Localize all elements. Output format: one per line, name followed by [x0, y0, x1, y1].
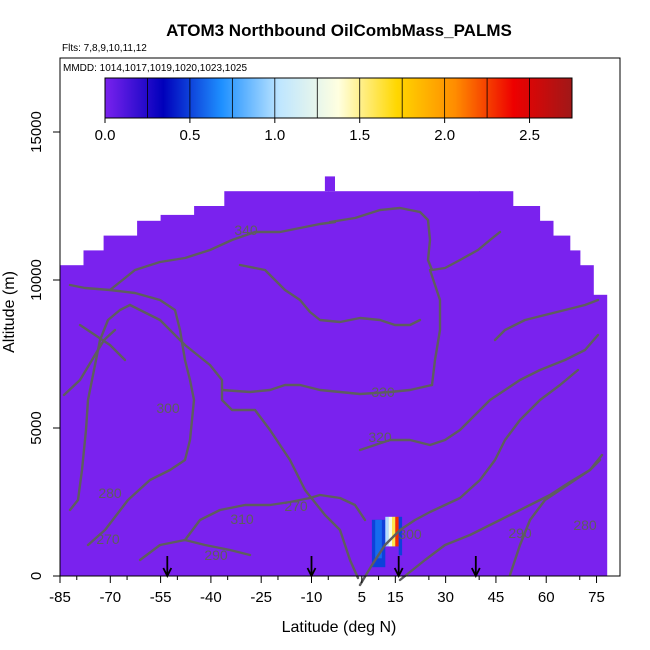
data-column — [512, 206, 541, 576]
colorbar-tick-label: 1.5 — [349, 127, 370, 144]
data-column — [552, 235, 571, 576]
contour-label: 290 — [204, 547, 228, 563]
contour-label: 330 — [371, 384, 395, 400]
contour-line — [78, 323, 127, 362]
contour-label: 300 — [398, 526, 422, 542]
contour-line — [328, 206, 502, 272]
contour-label-layer: 270 280 290 300 310 320 330 340 300 290 280 270 — [96, 222, 597, 563]
data-column — [328, 191, 480, 576]
contour-line — [138, 538, 252, 562]
x-tick-label: 5 — [358, 589, 366, 606]
contour-label: 270 — [96, 531, 120, 547]
contour-line — [183, 493, 367, 542]
contour-line — [508, 453, 604, 577]
contour-line — [62, 328, 117, 397]
heatmap-cell — [385, 516, 389, 547]
contour-label: 290 — [508, 525, 532, 541]
data-column — [160, 214, 195, 576]
data-column — [539, 220, 554, 577]
subtitle-line-1: Flts: 7,8,9,10,11,12 — [62, 43, 147, 54]
contour-line — [108, 220, 337, 292]
contour-lines — [62, 206, 604, 587]
y-axis: 0 5000 10000 15000 — [28, 111, 60, 580]
colorbar-tick-label: 2.0 — [434, 127, 455, 144]
heatmap-cells — [60, 176, 608, 577]
chart-title: ATOM3 Northbound OilCombMass_PALMS — [166, 21, 512, 40]
x-axis: -85 -70 -55 -40 -25 -10 5 15 30 45 60 75 — [49, 576, 605, 606]
y-tick-label: 10000 — [28, 259, 45, 301]
contour-label: 280 — [573, 517, 597, 533]
data-column — [224, 191, 329, 576]
x-tick-label: -85 — [49, 589, 71, 606]
contour-line — [68, 303, 132, 512]
colorbar-tick-label: 0.5 — [179, 127, 200, 144]
heatmap-cell — [398, 516, 403, 556]
contour-line — [428, 268, 442, 387]
data-column — [60, 265, 85, 576]
x-axis-label: Latitude (deg N) — [282, 619, 397, 636]
heatmap-cell — [388, 516, 392, 547]
x-tick-label: 30 — [437, 589, 454, 606]
x-tick-label: -70 — [99, 589, 121, 606]
contour-label: 270 — [284, 498, 308, 514]
colorbar-tick-label: 1.0 — [264, 127, 285, 144]
colorbar-tick-label: 0.0 — [95, 127, 116, 144]
contour-line — [238, 263, 422, 327]
y-tick-label: 5000 — [28, 411, 45, 444]
y-tick-label: 15000 — [28, 111, 45, 153]
data-column — [137, 220, 162, 577]
contour-line — [493, 298, 600, 342]
x-tick-label: -55 — [150, 589, 172, 606]
contour-label: 310 — [230, 511, 254, 527]
contour-label: 340 — [234, 222, 258, 238]
heatmap-cell — [375, 519, 382, 559]
x-tick-label: -10 — [301, 589, 323, 606]
x-tick-label: -40 — [200, 589, 222, 606]
x-tick-label: 15 — [387, 589, 404, 606]
colorbar-strip — [104, 77, 573, 119]
contour-label: 320 — [368, 429, 392, 445]
colorbar-tick-label: 2.5 — [519, 127, 540, 144]
data-column — [569, 250, 581, 576]
data-column — [324, 176, 335, 192]
data-column — [479, 191, 514, 576]
x-tick-label: -25 — [250, 589, 272, 606]
contour-label: 300 — [156, 400, 180, 416]
y-axis-label: Altitude (m) — [1, 271, 18, 353]
contour-line — [128, 303, 360, 580]
contour-label: 280 — [98, 485, 122, 501]
x-tick-label: 75 — [588, 589, 605, 606]
heatmap-cell — [392, 516, 396, 547]
x-tick-label: 45 — [488, 589, 505, 606]
contour-line — [358, 368, 580, 587]
data-column — [593, 294, 608, 576]
plot-frame — [59, 57, 621, 577]
colorbar: 0.0 0.5 1.0 1.5 2.0 2.5 — [95, 77, 573, 144]
y-tick-label: 0 — [28, 572, 45, 580]
contour-line — [358, 333, 600, 452]
x-tick-label: 60 — [538, 589, 555, 606]
subtitle-line-2: MMDD: 1014,1017,1019,1020,1023,1025 — [63, 63, 247, 74]
contour-line — [220, 383, 434, 396]
contour-line — [68, 283, 196, 547]
plot-area: 270 280 290 300 310 320 330 340 300 290 280 270 — [60, 176, 608, 587]
